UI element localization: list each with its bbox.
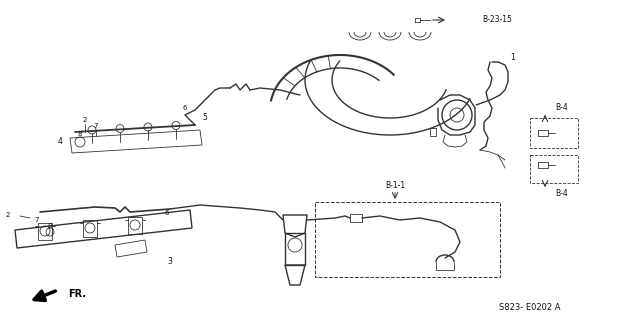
Text: B-23-15: B-23-15	[482, 15, 512, 25]
Text: 4: 4	[57, 138, 62, 147]
Text: FR.: FR.	[68, 289, 86, 299]
Text: 3: 3	[168, 258, 173, 267]
Text: B-4: B-4	[555, 103, 568, 113]
Bar	[315, 202, 500, 277]
Text: 7: 7	[94, 123, 98, 129]
Text: S823- E0202 A: S823- E0202 A	[499, 303, 561, 313]
Text: B-4: B-4	[555, 188, 568, 197]
Text: 6: 6	[183, 105, 187, 111]
Text: 2: 2	[6, 212, 10, 218]
Text: B-1-1: B-1-1	[385, 180, 405, 189]
Text: 6: 6	[165, 210, 169, 216]
Text: 1: 1	[510, 53, 515, 62]
Bar	[530, 118, 578, 148]
Text: 7: 7	[35, 217, 39, 223]
Text: 2: 2	[83, 117, 87, 123]
Bar	[530, 155, 578, 183]
Text: 8: 8	[48, 223, 52, 229]
Text: 8: 8	[77, 131, 83, 137]
Text: 5: 5	[203, 114, 207, 123]
